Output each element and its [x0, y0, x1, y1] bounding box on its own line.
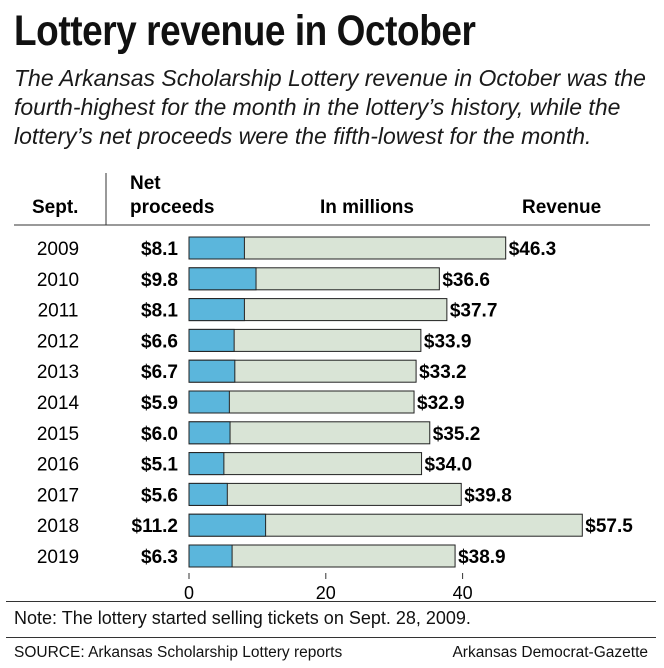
- revenue-value-label: $33.2: [419, 362, 467, 383]
- revenue-value-label: $34.0: [425, 455, 473, 476]
- chart-title: Lottery revenue in October: [14, 7, 476, 55]
- net-value-label: $8.1: [141, 239, 178, 260]
- year-label: 2014: [37, 393, 80, 414]
- bar-row: 2018 $11.2 $57.5: [37, 513, 633, 537]
- revenue-value-label: $46.3: [509, 239, 557, 260]
- year-label: 2013: [37, 362, 79, 383]
- bar-row: 2011 $8.1 $37.7: [38, 298, 498, 322]
- year-label: 2016: [37, 455, 79, 476]
- net-value-label: $8.1: [141, 301, 178, 322]
- source-text: SOURCE: Arkansas Scholarship Lottery rep…: [14, 644, 343, 661]
- net-proceeds-bar: [188, 482, 228, 506]
- bar-row: 2010 $9.8 $36.6: [37, 267, 490, 291]
- year-label: 2017: [37, 485, 79, 506]
- year-label: 2015: [37, 424, 79, 445]
- net-proceeds-bar: [188, 236, 245, 260]
- source-rule: [6, 637, 656, 638]
- net-value-label: $5.6: [141, 485, 178, 506]
- revenue-bar: [188, 482, 462, 506]
- chart-subtitle: The Arkansas Scholarship Lottery revenue…: [14, 64, 654, 151]
- x-axis: 0 20 40: [184, 573, 473, 603]
- header-units: In millions: [320, 197, 414, 218]
- year-label: 2010: [37, 270, 79, 291]
- net-proceeds-bar: [188, 513, 267, 537]
- subtitle-line-1: The Arkansas Scholarship Lottery revenue…: [14, 65, 646, 91]
- net-proceeds-bar: [188, 452, 225, 476]
- header-net-line1: Net: [130, 173, 161, 194]
- revenue-value-label: $38.9: [458, 547, 506, 568]
- header-net-line2: proceeds: [130, 197, 214, 218]
- net-value-label: $6.7: [141, 362, 178, 383]
- net-value-label: $9.8: [141, 270, 178, 291]
- x-tick-label: 0: [184, 583, 194, 603]
- net-value-label: $6.6: [141, 331, 178, 352]
- net-proceeds-bar: [188, 544, 233, 568]
- header-year: Sept.: [32, 197, 78, 218]
- revenue-value-label: $36.6: [442, 270, 490, 291]
- subtitle-line-3: lottery’s net proceeds were the fifth-lo…: [14, 123, 592, 149]
- year-label: 2011: [38, 301, 79, 322]
- revenue-value-label: $57.5: [585, 516, 633, 537]
- credit-text: Arkansas Democrat-Gazette: [452, 644, 648, 661]
- subtitle-line-2: fourth-highest for the month in the lott…: [14, 94, 621, 120]
- bar-row: 2015 $6.0 $35.2: [37, 421, 481, 445]
- x-tick-label: 40: [453, 583, 473, 603]
- year-label: 2018: [37, 516, 79, 537]
- net-value-label: $6.3: [141, 547, 178, 568]
- bar-row: 2009 $8.1 $46.3: [37, 236, 557, 260]
- net-proceeds-bar: [188, 267, 257, 291]
- chart-note: Note: The lottery started selling ticket…: [14, 608, 471, 628]
- revenue-value-label: $39.8: [464, 485, 512, 506]
- year-label: 2012: [37, 331, 79, 352]
- net-proceeds-bar: [188, 328, 235, 352]
- revenue-value-label: $35.2: [433, 424, 481, 445]
- net-proceeds-bar: [188, 359, 236, 383]
- revenue-value-label: $32.9: [417, 393, 465, 414]
- header-revenue: Revenue: [522, 197, 601, 218]
- net-proceeds-bar: [188, 298, 245, 322]
- bar-row: 2017 $5.6 $39.8: [37, 482, 512, 506]
- year-label: 2019: [37, 547, 79, 568]
- net-value-label: $6.0: [141, 424, 178, 445]
- net-value-label: $5.9: [141, 393, 178, 414]
- year-label: 2009: [37, 239, 79, 260]
- revenue-value-label: $37.7: [450, 301, 498, 322]
- bar-row: 2016 $5.1 $34.0: [37, 452, 473, 476]
- x-tick-label: 20: [316, 583, 336, 603]
- bar-row: 2012 $6.6 $33.9: [37, 328, 472, 352]
- bar-chart: Sept. Net proceeds In millions Revenue 2…: [14, 173, 650, 603]
- bar-row: 2013 $6.7 $33.2: [37, 359, 467, 383]
- note-rule: [6, 601, 656, 602]
- bar-row: 2014 $5.9 $32.9: [37, 390, 465, 414]
- net-proceeds-bar: [188, 421, 231, 445]
- revenue-value-label: $33.9: [424, 331, 472, 352]
- bar-row: 2019 $6.3 $38.9: [37, 544, 506, 568]
- net-proceeds-bar: [188, 390, 230, 414]
- net-value-label: $11.2: [132, 516, 179, 537]
- net-value-label: $5.1: [141, 455, 178, 476]
